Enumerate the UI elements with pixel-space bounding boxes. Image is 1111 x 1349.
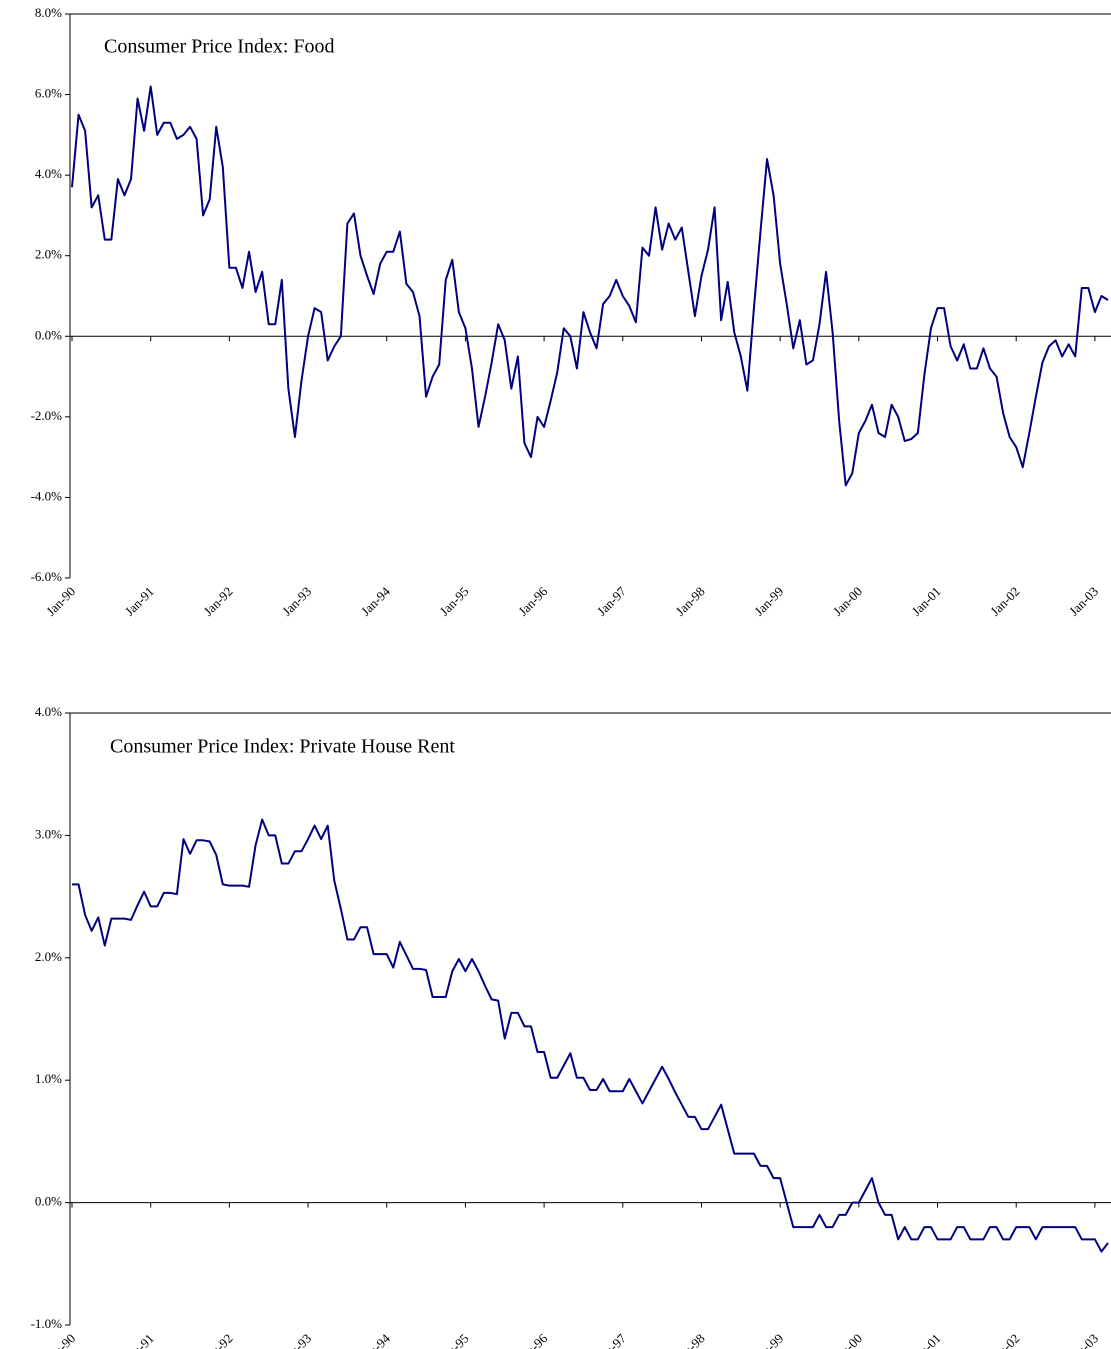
x-tick-label: Jan-91 <box>122 1331 157 1349</box>
x-tick-label: Jan-90 <box>43 1331 78 1349</box>
x-tick-label: Jan-03 <box>1066 1331 1101 1349</box>
x-tick-label: Jan-01 <box>909 584 944 619</box>
x-tick-label: Jan-90 <box>43 584 78 619</box>
x-tick-label: Jan-93 <box>279 1331 314 1349</box>
x-tick-label: Jan-96 <box>515 583 550 618</box>
x-tick-label: Jan-92 <box>200 1331 235 1349</box>
data-line <box>72 818 1109 1253</box>
chart-title: Consumer Price Index: Private House Rent <box>110 736 455 758</box>
x-tick-label: Jan-99 <box>751 584 786 619</box>
x-tick-label: Jan-97 <box>594 1330 629 1349</box>
x-tick-label: Jan-95 <box>437 584 472 619</box>
x-tick-label: Jan-94 <box>358 583 393 618</box>
x-tick-label: Jan-94 <box>358 1330 393 1349</box>
y-tick-label: 4.0% <box>35 166 62 181</box>
x-tick-label: Jan-02 <box>987 584 1022 619</box>
x-tick-label: Jan-95 <box>437 1331 472 1349</box>
chart: -1.0% 0.0% 1.0% 2.0% 3.0% 4.0% Jan-90 Jan-91 Jan… <box>31 704 1111 1349</box>
y-tick-label: 0.0% <box>35 327 62 342</box>
y-tick-label: 0.0% <box>35 1194 62 1209</box>
y-tick-label: 1.0% <box>35 1071 62 1086</box>
x-tick-label: Jan-00 <box>830 1331 865 1349</box>
x-tick-label: Jan-03 <box>1066 584 1101 619</box>
y-tick-label: -6.0% <box>31 569 63 584</box>
data-line <box>71 85 1109 487</box>
x-tick-label: Jan-98 <box>673 1331 708 1349</box>
y-tick-label: 2.0% <box>35 949 62 964</box>
y-tick-label: 3.0% <box>35 826 62 841</box>
y-tick-label: 8.0% <box>35 5 62 20</box>
x-tick-label: Jan-91 <box>122 584 157 619</box>
x-tick-label: Jan-93 <box>279 584 314 619</box>
y-tick-label: -4.0% <box>31 488 63 503</box>
x-tick-label: Jan-02 <box>987 1331 1022 1349</box>
y-tick-label: 2.0% <box>35 247 62 262</box>
x-tick-label: Jan-92 <box>200 584 235 619</box>
y-tick-label: -1.0% <box>31 1316 63 1331</box>
y-tick-label: -2.0% <box>31 408 63 423</box>
x-tick-label: Jan-01 <box>909 1331 944 1349</box>
x-tick-label: Jan-98 <box>673 584 708 619</box>
chart: -6.0% -4.0% -2.0% 0.0% 2.0% 4.0% 6.0% 8.0% Jan-9… <box>31 5 1111 619</box>
chart-title: Consumer Price Index: Food <box>104 36 335 58</box>
x-tick-label: Jan-00 <box>830 584 865 619</box>
x-tick-label: Jan-96 <box>515 1330 550 1349</box>
y-tick-label: 4.0% <box>35 704 62 719</box>
y-tick-label: 6.0% <box>35 86 62 101</box>
x-tick-label: Jan-97 <box>594 583 629 618</box>
x-tick-label: Jan-99 <box>751 1331 786 1349</box>
